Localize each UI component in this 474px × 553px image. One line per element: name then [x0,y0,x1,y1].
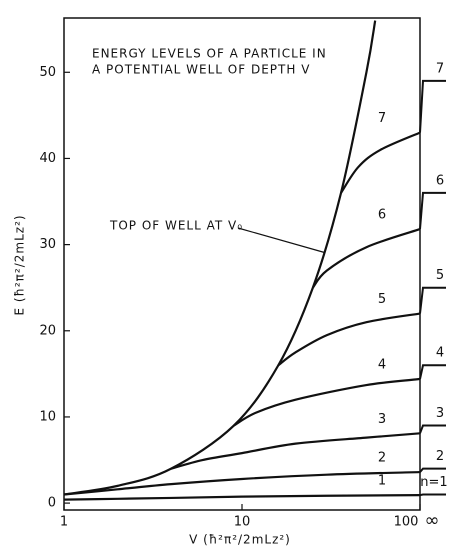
x-tick-label: 100 [394,515,419,530]
x-axis-label: V (ħ²π²/2mLz²) [189,533,291,547]
y-tick-label: 40 [39,151,56,166]
level-curve [311,228,421,289]
infinite-well-step [419,424,446,434]
x-tick-label: 10 [234,515,251,530]
infinite-well-label: 4 [436,346,444,361]
infinite-well-step [419,467,446,473]
infinity-label: ∞ [425,510,440,531]
level-label: 5 [378,292,386,307]
y-tick-label: 20 [39,323,56,338]
level-curve [340,131,421,194]
infinite-well-step [419,191,446,230]
level-label: 7 [378,111,386,126]
infinite-well-step [419,286,446,314]
level-label: 6 [378,208,386,223]
infinite-well-step [419,364,446,380]
infinite-well-label: 7 [436,61,444,76]
x-tick-label: 1 [60,515,68,530]
level-curve [170,432,421,470]
infinite-well-label: n=1 [420,475,447,490]
level-curve [277,312,421,367]
level-label: 1 [378,474,386,489]
infinite-well-label: 5 [436,268,444,283]
chart-title: A POTENTIAL WELL OF DEPTH V [92,63,310,77]
level-curve [233,377,421,427]
annotation: TOP OF WELL AT V₀ [109,219,243,233]
y-tick-label: 50 [39,65,56,80]
level-label: 3 [378,412,386,427]
infinite-well-step [419,79,446,133]
infinite-well-step [419,493,446,497]
plot-frame [63,17,421,511]
chart-title: ENERGY LEVELS OF A PARTICLE IN [92,47,327,61]
y-tick-label: 0 [48,496,56,511]
level-label: 2 [378,451,386,466]
level-label: 4 [378,358,386,373]
y-tick-label: 10 [39,409,56,424]
y-axis-label: E (ħ²π²/2mLz²) [13,214,27,315]
infinite-well-label: 3 [436,406,444,421]
annotation-arrow [237,227,326,254]
level-curve [63,470,421,496]
infinite-well-label: 2 [436,449,444,464]
well-top-curve [63,20,377,496]
infinite-well-label: 6 [436,173,444,188]
level-curve [63,493,421,501]
y-tick-label: 30 [39,237,56,252]
